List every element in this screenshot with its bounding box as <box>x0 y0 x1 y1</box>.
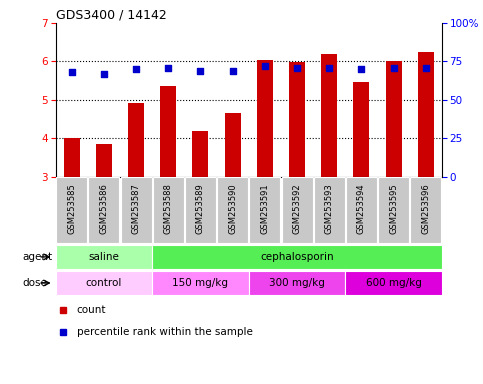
FancyBboxPatch shape <box>346 177 377 243</box>
Text: GSM253588: GSM253588 <box>164 184 173 234</box>
Text: 300 mg/kg: 300 mg/kg <box>269 278 325 288</box>
Text: 150 mg/kg: 150 mg/kg <box>172 278 228 288</box>
FancyBboxPatch shape <box>56 271 152 295</box>
FancyBboxPatch shape <box>121 177 152 243</box>
FancyBboxPatch shape <box>56 245 152 269</box>
Bar <box>257 60 273 177</box>
Point <box>100 71 108 77</box>
Text: GDS3400 / 14142: GDS3400 / 14142 <box>56 9 166 22</box>
Bar <box>128 103 144 177</box>
FancyBboxPatch shape <box>152 245 442 269</box>
FancyBboxPatch shape <box>56 177 87 243</box>
FancyBboxPatch shape <box>217 177 248 243</box>
FancyBboxPatch shape <box>88 177 119 243</box>
Text: count: count <box>77 305 106 315</box>
FancyBboxPatch shape <box>314 177 345 243</box>
Point <box>164 65 172 71</box>
Point <box>357 66 365 72</box>
Bar <box>289 62 305 177</box>
Text: 600 mg/kg: 600 mg/kg <box>366 278 422 288</box>
Point <box>229 68 237 74</box>
Text: GSM253586: GSM253586 <box>99 184 108 234</box>
Point <box>197 68 204 74</box>
Point <box>390 65 398 71</box>
FancyBboxPatch shape <box>153 177 184 243</box>
Bar <box>64 138 80 177</box>
Point <box>261 63 269 69</box>
FancyBboxPatch shape <box>345 271 442 295</box>
FancyBboxPatch shape <box>411 177 441 243</box>
Text: GSM253587: GSM253587 <box>131 184 141 234</box>
Text: GSM253585: GSM253585 <box>67 184 76 234</box>
Point <box>132 66 140 72</box>
Bar <box>225 113 241 177</box>
Bar <box>354 82 369 177</box>
Point <box>68 69 75 75</box>
FancyBboxPatch shape <box>152 271 249 295</box>
FancyBboxPatch shape <box>185 177 216 243</box>
Text: dose: dose <box>23 278 48 288</box>
Text: GSM253593: GSM253593 <box>325 184 334 234</box>
Bar <box>321 54 337 177</box>
FancyBboxPatch shape <box>249 271 345 295</box>
Bar <box>418 52 434 177</box>
Text: GSM253594: GSM253594 <box>357 184 366 234</box>
FancyBboxPatch shape <box>249 177 280 243</box>
Text: GSM253589: GSM253589 <box>196 184 205 234</box>
Text: GSM253592: GSM253592 <box>293 184 301 234</box>
Point <box>293 65 301 71</box>
Text: control: control <box>85 278 122 288</box>
Text: GSM253590: GSM253590 <box>228 184 237 234</box>
Text: GSM253595: GSM253595 <box>389 184 398 234</box>
Text: saline: saline <box>88 252 119 262</box>
Point <box>422 65 430 71</box>
Text: percentile rank within the sample: percentile rank within the sample <box>77 327 253 337</box>
FancyBboxPatch shape <box>378 177 409 243</box>
Text: cephalosporin: cephalosporin <box>260 252 334 262</box>
Bar <box>192 131 209 177</box>
Text: GSM253591: GSM253591 <box>260 184 270 234</box>
Bar <box>96 144 112 177</box>
Bar <box>385 61 402 177</box>
Point <box>326 65 333 71</box>
FancyBboxPatch shape <box>282 177 313 243</box>
Text: agent: agent <box>23 252 53 262</box>
Text: GSM253596: GSM253596 <box>421 184 430 234</box>
Bar <box>160 86 176 177</box>
